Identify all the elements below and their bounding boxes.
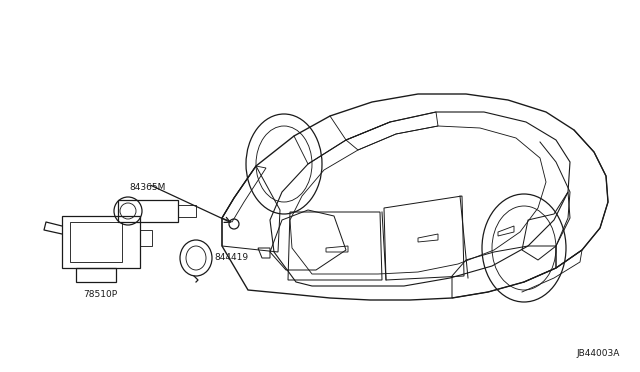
Bar (118, 200, 178, 222)
Bar (76, 268, 116, 282)
Text: 84365M: 84365M (130, 183, 166, 192)
Text: 844419: 844419 (214, 253, 248, 263)
Text: 78510P: 78510P (83, 290, 117, 299)
Bar (140, 230, 152, 246)
Text: JB44003A: JB44003A (577, 349, 620, 358)
Bar (62, 216, 140, 268)
Bar (70, 222, 122, 262)
Bar (178, 205, 196, 217)
